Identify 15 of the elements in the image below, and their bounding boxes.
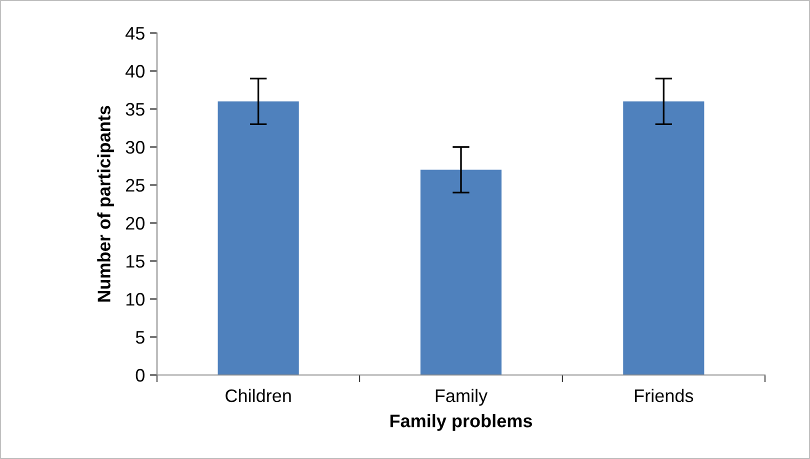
y-tick-label: 10 <box>126 292 144 306</box>
y-tick-label: 5 <box>136 331 144 344</box>
y-axis-title: Number of participants <box>97 106 114 302</box>
y-tick-label: 15 <box>126 255 144 268</box>
y-tick-label: 30 <box>126 140 144 154</box>
x-tick-label: Family <box>436 388 488 406</box>
x-axis-title: Family problems <box>390 414 532 431</box>
x-tick-label: Friends <box>635 388 694 402</box>
y-tick-label: 35 <box>126 102 144 116</box>
x-tick-label: Children <box>226 388 291 402</box>
y-tick-label: 25 <box>126 178 144 192</box>
y-tick-label: 20 <box>126 216 144 230</box>
y-tick-label: 0 <box>136 368 144 382</box>
y-tick-label: 40 <box>126 64 144 78</box>
y-tick-label: 45 <box>126 27 144 40</box>
